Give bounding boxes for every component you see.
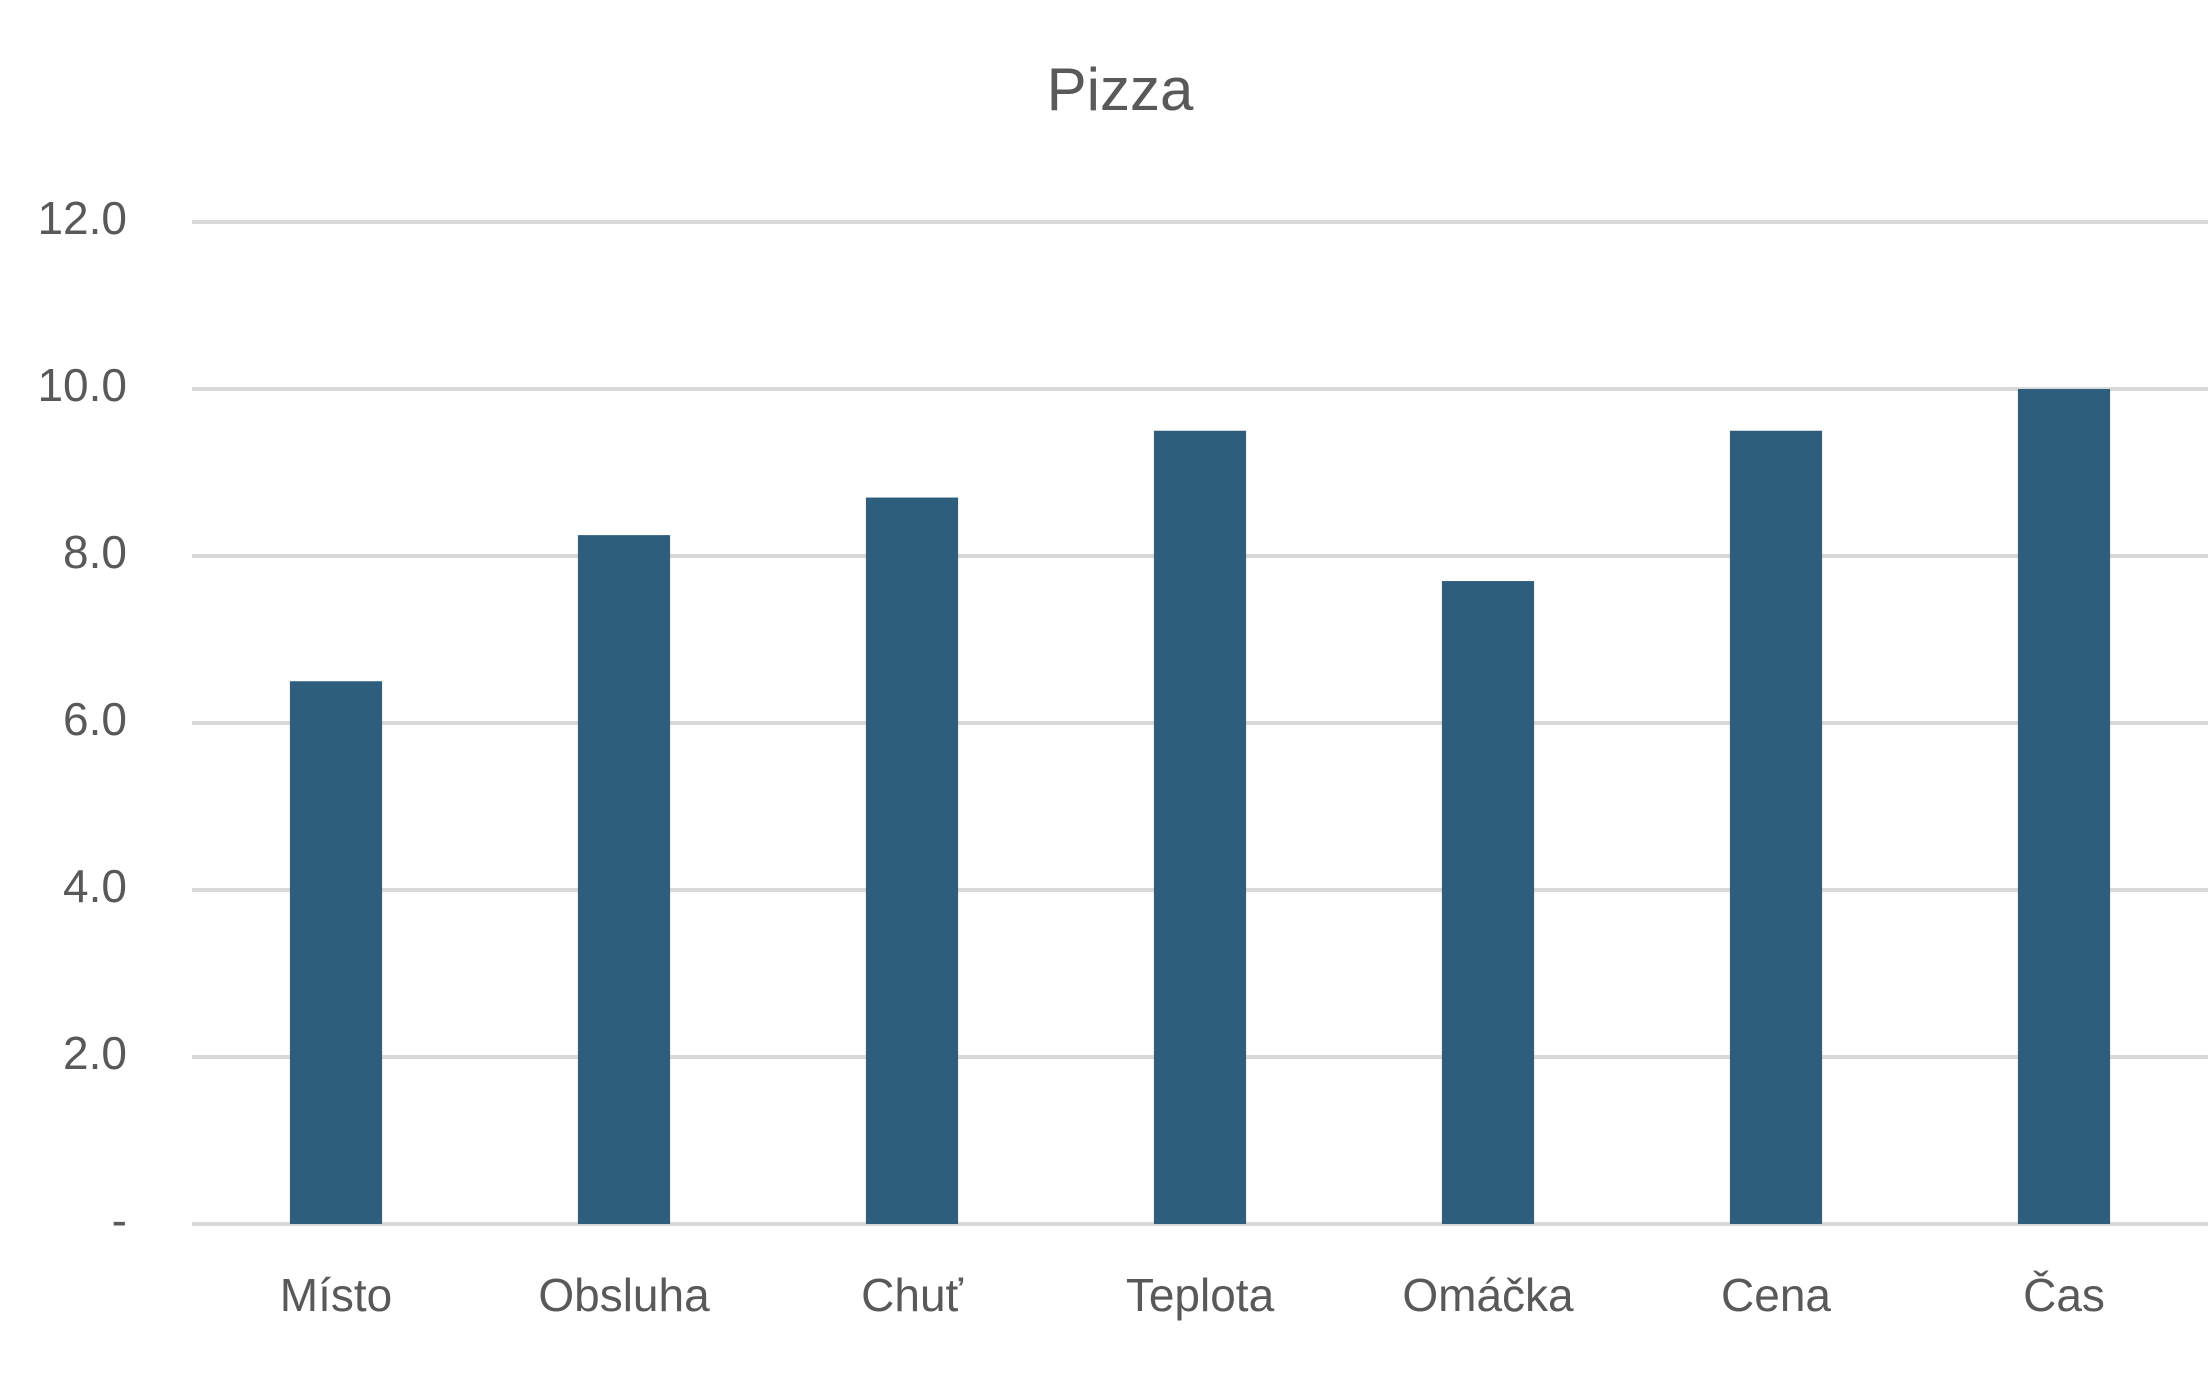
bar [2017, 389, 2111, 1224]
bar [1729, 430, 1823, 1224]
y-tick-label: 4.0 [63, 860, 127, 912]
bar [577, 535, 671, 1224]
x-tick-label: Cena [1721, 1269, 1831, 1321]
y-tick-label: 6.0 [63, 693, 127, 745]
chart-title: Pizza [1047, 56, 1194, 123]
y-tick-label: - [112, 1194, 127, 1246]
bar [1153, 430, 1247, 1224]
y-tick-label: 2.0 [63, 1027, 127, 1079]
x-tick-label: Teplota [1126, 1269, 1275, 1321]
x-tick-label: Omáčka [1402, 1269, 1574, 1321]
x-tick-label: Čas [2023, 1269, 2105, 1321]
x-tick-label: Chuť [861, 1269, 963, 1321]
bar [1441, 581, 1535, 1224]
bar [865, 497, 959, 1224]
y-tick-label: 10.0 [37, 359, 127, 411]
x-tick-label: Místo [280, 1269, 392, 1321]
x-tick-label: Obsluha [538, 1269, 710, 1321]
y-tick-label: 8.0 [63, 526, 127, 578]
y-tick-label: 12.0 [37, 192, 127, 244]
bar [289, 681, 383, 1224]
